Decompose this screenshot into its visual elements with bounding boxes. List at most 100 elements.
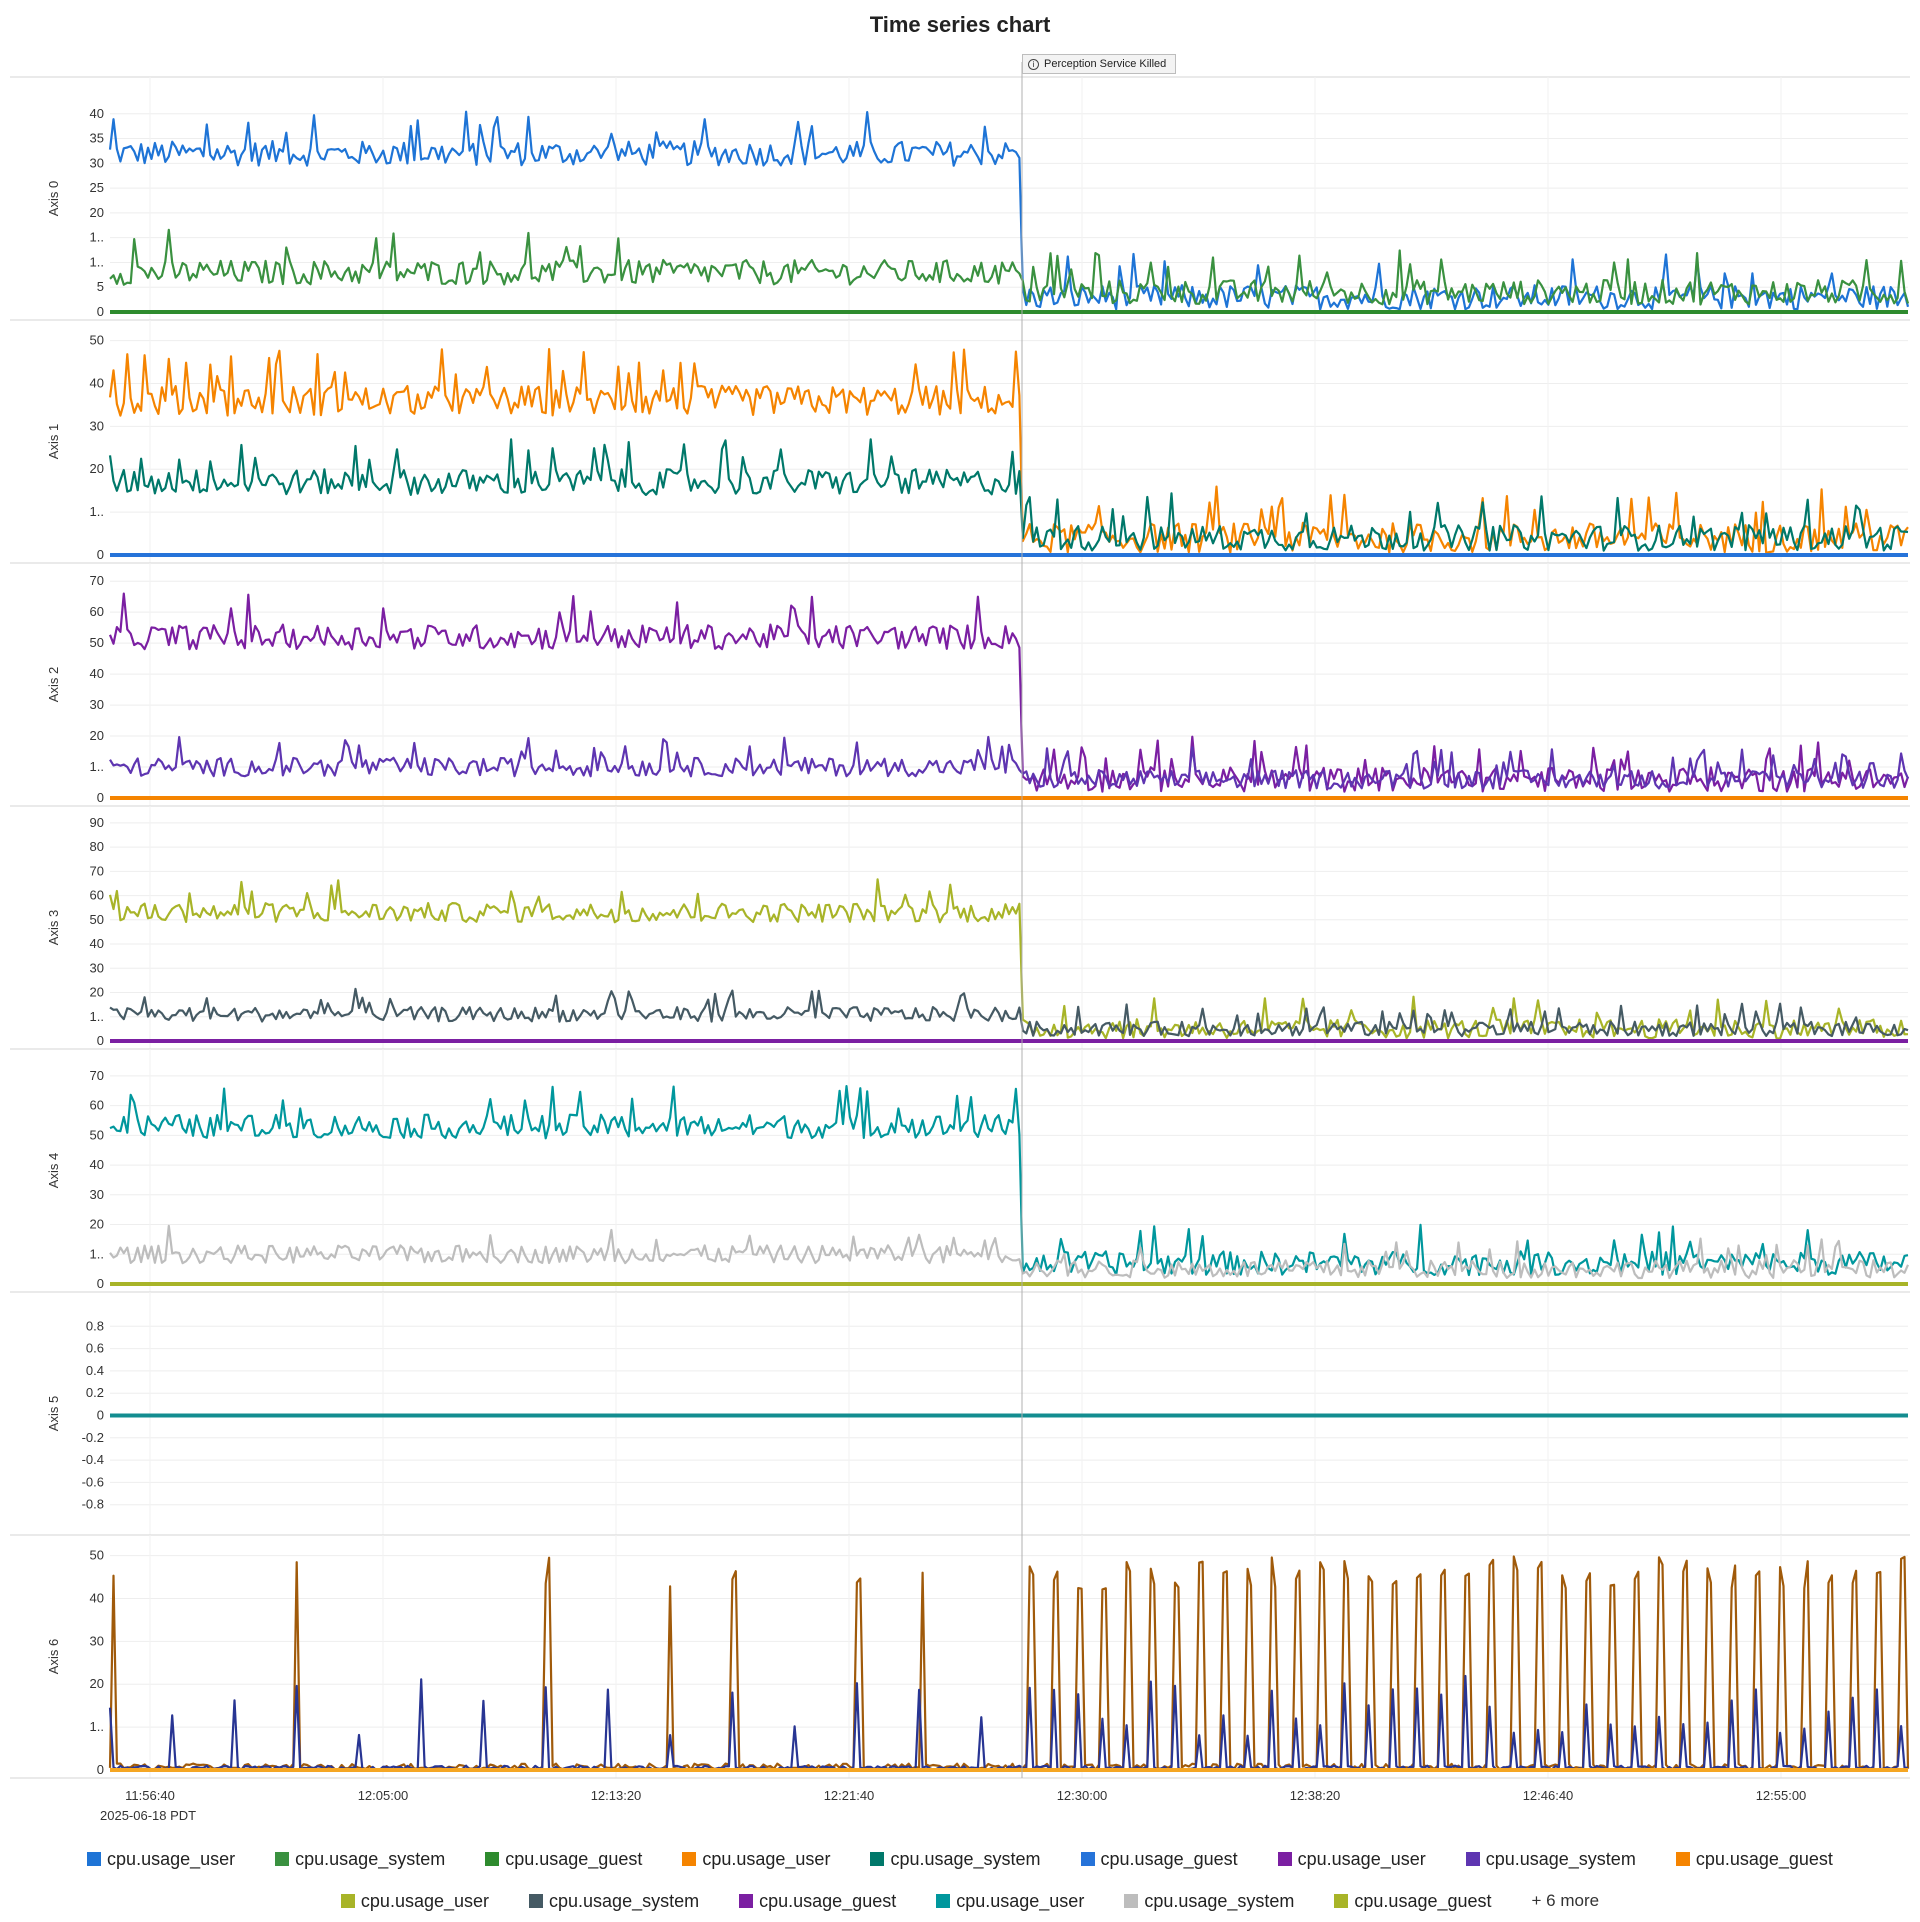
y-tick-label: 20 xyxy=(90,728,104,743)
legend-label: cpu.usage_guest xyxy=(505,1848,643,1869)
series-line xyxy=(108,438,1909,552)
y-tick-label: 20 xyxy=(90,1676,104,1691)
y-tick-label: 1.. xyxy=(90,759,104,774)
series-line xyxy=(109,735,1910,790)
legend-item[interactable]: cpu.usage_guest xyxy=(1675,1848,1833,1870)
y-tick-label: 5 xyxy=(97,279,104,294)
y-tick-label: 50 xyxy=(90,912,104,927)
legend-item[interactable]: cpu.usage_system xyxy=(870,1848,1041,1870)
y-tick-label: 1.. xyxy=(90,1009,104,1024)
legend-label: cpu.usage_user xyxy=(702,1848,831,1869)
x-date-label: 2025-06-18 PDT xyxy=(100,1808,196,1823)
legend-item[interactable]: cpu.usage_system xyxy=(1124,1891,1294,1912)
axis-label: Axis 0 xyxy=(46,181,61,216)
series-line xyxy=(108,592,1910,793)
x-tick-label: 12:05:00 xyxy=(358,1788,409,1803)
legend-label: cpu.usage_user xyxy=(956,1890,1085,1911)
legend-item[interactable]: cpu.usage_guest xyxy=(739,1891,896,1912)
legend-item[interactable]: cpu.usage_user xyxy=(87,1849,235,1870)
axis-label: Axis 3 xyxy=(46,910,61,945)
legend-row: cpu.usage_user cpu.usage_system cpu.usage_… xyxy=(0,1838,1920,1880)
x-tick-label: 11:56:40 xyxy=(125,1788,175,1803)
y-tick-label: 70 xyxy=(90,573,104,588)
y-tick-label: 30 xyxy=(90,155,104,170)
legend-item[interactable]: cpu.usage_system xyxy=(529,1891,699,1912)
series-line xyxy=(108,110,1910,311)
legend-label: cpu.usage_guest xyxy=(759,1890,897,1911)
series-line xyxy=(108,1555,1910,1772)
legend-label: cpu.usage_guest xyxy=(1100,1848,1238,1869)
legend-item[interactable]: cpu.usage_system xyxy=(275,1849,445,1870)
x-tick-label: 12:46:40 xyxy=(1523,1788,1574,1803)
legend-item[interactable]: cpu.usage_user xyxy=(936,1891,1084,1912)
legend-label: cpu.usage_user xyxy=(1297,1848,1426,1869)
y-tick-label: 0 xyxy=(97,1276,104,1291)
y-tick-label: 60 xyxy=(90,1098,104,1113)
legend-label: cpu.usage_guest xyxy=(1695,1848,1833,1869)
y-tick-label: 35 xyxy=(90,131,104,146)
legend-item[interactable]: cpu.usage_system xyxy=(1465,1848,1636,1870)
legend-item[interactable]: cpu.usage_guest xyxy=(485,1849,642,1870)
y-tick-label: 0 xyxy=(97,1033,104,1048)
legend-label: cpu.usage_system xyxy=(295,1848,446,1869)
y-tick-label: 40 xyxy=(90,936,104,951)
y-tick-label: 60 xyxy=(90,888,104,903)
y-tick-label: 20 xyxy=(90,205,104,220)
y-tick-label: 30 xyxy=(90,418,104,433)
legend-swatch xyxy=(1277,1852,1292,1866)
legend-item[interactable]: cpu.usage_user xyxy=(340,1891,489,1912)
legend-label: cpu.usage_user xyxy=(107,1848,236,1869)
axis-label: Axis 2 xyxy=(46,667,61,702)
legend-item[interactable]: cpu.usage_guest xyxy=(1334,1891,1492,1912)
y-tick-label: -0.8 xyxy=(82,1497,104,1512)
legend-item[interactable]: cpu.usage_user xyxy=(1277,1848,1426,1870)
y-tick-label: 50 xyxy=(90,333,104,348)
y-tick-label: 50 xyxy=(90,1127,104,1142)
y-tick-label: 40 xyxy=(90,666,104,681)
y-tick-label: 0 xyxy=(97,547,104,562)
y-tick-label: 0.2 xyxy=(86,1385,104,1400)
event-annotation[interactable]: i Perception Service Killed xyxy=(1022,54,1176,74)
y-tick-label: 1.. xyxy=(90,504,104,519)
legend-label: cpu.usage_system xyxy=(890,1848,1041,1869)
legend-swatch xyxy=(275,1852,290,1866)
y-tick-label: 0 xyxy=(97,1762,104,1777)
legend-swatch xyxy=(340,1894,355,1908)
info-icon: i xyxy=(1028,58,1039,70)
legend-swatch xyxy=(1080,1852,1095,1866)
y-tick-label: 20 xyxy=(90,985,104,1000)
legend-label: cpu.usage_system xyxy=(549,1890,700,1911)
y-tick-label: 40 xyxy=(90,1590,104,1605)
axis-label: Axis 4 xyxy=(46,1153,61,1188)
y-tick-label: 50 xyxy=(90,1548,104,1563)
y-tick-label: 70 xyxy=(90,1068,104,1083)
legend-row: cpu.usage_user cpu.usage_system cpu.usage_… xyxy=(0,1880,1920,1922)
y-tick-label: 0.6 xyxy=(86,1341,104,1356)
x-tick-label: 12:13:20 xyxy=(591,1788,642,1803)
y-tick-label: 40 xyxy=(90,375,104,390)
legend-more-button[interactable]: + 6 more xyxy=(1531,1891,1600,1910)
x-tick-label: 12:30:00 xyxy=(1057,1788,1108,1803)
legend-swatch xyxy=(1124,1894,1139,1908)
y-tick-label: 30 xyxy=(90,1633,104,1648)
legend-label: cpu.usage_system xyxy=(1485,1848,1636,1869)
y-tick-label: 60 xyxy=(90,604,104,619)
y-tick-label: 0 xyxy=(97,304,104,319)
series-line xyxy=(109,1224,1910,1280)
legend-swatch xyxy=(1334,1894,1349,1908)
y-tick-label: 30 xyxy=(90,960,104,975)
legend-swatch xyxy=(870,1852,885,1866)
y-tick-label: 25 xyxy=(90,180,104,195)
legend-item[interactable]: cpu.usage_guest xyxy=(1080,1848,1238,1870)
y-tick-label: 40 xyxy=(90,106,104,121)
legend-swatch xyxy=(1675,1852,1690,1866)
y-tick-label: 20 xyxy=(90,1217,104,1232)
legend-swatch xyxy=(485,1852,500,1866)
y-tick-label: 30 xyxy=(90,1187,104,1202)
y-tick-label: 1.. xyxy=(90,230,104,245)
axis-label: Axis 5 xyxy=(46,1396,61,1431)
y-tick-label: 90 xyxy=(90,815,104,830)
legend-item[interactable]: cpu.usage_user xyxy=(682,1849,830,1870)
legend-swatch xyxy=(1465,1852,1480,1866)
